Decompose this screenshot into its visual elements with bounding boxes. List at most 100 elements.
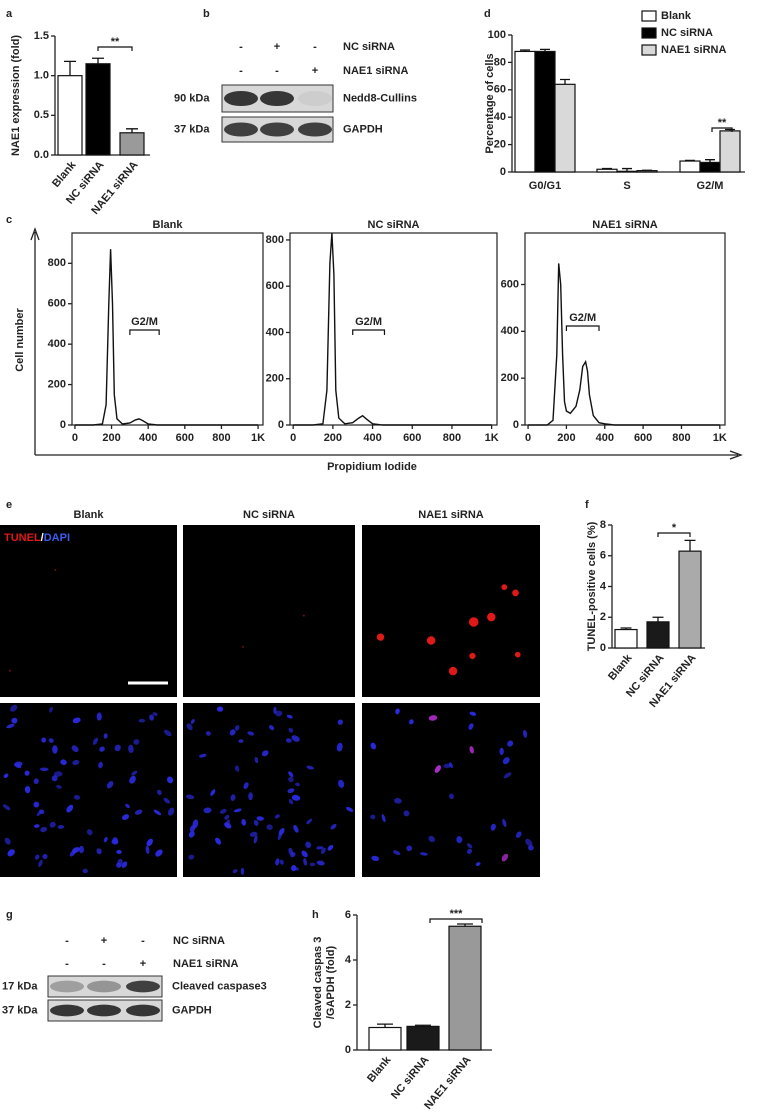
y-tick-label: 600 xyxy=(501,278,519,290)
condition-name: NAE1 siRNA xyxy=(343,65,408,77)
bar xyxy=(449,926,481,1050)
plot-title: NC siRNA xyxy=(368,219,420,231)
condition-sign: + xyxy=(274,41,280,53)
legend-swatch xyxy=(642,28,656,38)
tunel-spot xyxy=(487,613,495,621)
panel-label: b xyxy=(203,8,210,20)
y-tick-label: 800 xyxy=(48,257,66,269)
stain-label: TUNEL/DAPI xyxy=(4,532,70,544)
condition-sign: + xyxy=(140,958,146,970)
x-tick-label: 800 xyxy=(672,432,690,444)
stain-name: DAPI xyxy=(44,532,70,544)
blot-band xyxy=(126,981,160,993)
condition-sign: - xyxy=(65,935,69,947)
y-tick-label: 0 xyxy=(60,419,66,431)
tunel-spot xyxy=(242,646,244,648)
plot-title: Blank xyxy=(153,219,184,231)
x-tick-label: 600 xyxy=(634,432,652,444)
gate-label: G2/M xyxy=(355,316,382,328)
blot-band xyxy=(50,1005,84,1017)
micrograph xyxy=(0,525,177,697)
tunel-spot xyxy=(9,670,11,672)
x-tick-label: 200 xyxy=(324,432,342,444)
x-tick-label: 400 xyxy=(363,432,381,444)
tunel-spot xyxy=(469,653,475,659)
y-tick-label: 400 xyxy=(48,338,66,350)
condition-sign: + xyxy=(312,65,318,77)
x-tick-label: Blank xyxy=(606,651,635,682)
bar xyxy=(86,64,110,155)
y-tick-label: 0 xyxy=(513,419,519,431)
y-tick-label: 200 xyxy=(48,378,66,390)
x-tick-label: 200 xyxy=(557,432,575,444)
y-axis-label: Cleaved caspas 3 xyxy=(312,937,324,1029)
bar xyxy=(58,76,82,155)
micrograph xyxy=(183,703,355,877)
y-tick-label: 2 xyxy=(345,999,351,1011)
gate-bracket xyxy=(353,330,385,335)
significance-label: * xyxy=(672,522,677,534)
x-tick-label: G0/G1 xyxy=(529,180,561,192)
x-tick-label: 1K xyxy=(485,432,499,444)
gate-label: G2/M xyxy=(569,312,596,324)
legend-swatch xyxy=(642,11,656,21)
x-tick-label: 0 xyxy=(72,432,78,444)
dapi-nucleus xyxy=(97,713,102,721)
tunel-spot xyxy=(515,652,521,658)
y-axis-label: Cell number xyxy=(14,308,26,372)
dapi-nucleus xyxy=(116,850,121,854)
bar xyxy=(700,162,720,172)
plot-title: NAE1 siRNA xyxy=(592,219,657,231)
y-tick-label: 1.5 xyxy=(34,30,49,42)
stain-name: TUNEL xyxy=(4,532,41,544)
y-tick-label: 4 xyxy=(600,580,607,592)
condition-sign: - xyxy=(275,65,279,77)
histogram-line xyxy=(75,249,258,425)
x-tick-label: Blank xyxy=(365,1053,394,1084)
error-bar xyxy=(685,540,696,551)
x-tick-label: 600 xyxy=(403,432,421,444)
x-tick-label: G2/M xyxy=(697,180,724,192)
tunel-spot xyxy=(469,617,479,627)
shared-x-axis xyxy=(35,451,741,459)
y-tick-label: 0 xyxy=(345,1044,351,1056)
micrograph xyxy=(362,703,540,877)
band-size: 37 kDa xyxy=(2,1004,38,1016)
tunel-spot xyxy=(54,569,56,571)
panel-label: d xyxy=(484,8,491,20)
plot-frame xyxy=(290,233,497,425)
blot-band xyxy=(50,981,84,993)
y-tick-label: 8 xyxy=(600,519,606,531)
y-tick-label: 400 xyxy=(266,326,284,338)
y-axis-label: TUNEL-positive cells (%) xyxy=(586,521,598,651)
tunel-spot xyxy=(377,633,384,640)
error-bar xyxy=(685,160,695,161)
error-bar xyxy=(602,169,612,170)
gate-bracket xyxy=(130,330,159,335)
panel-label: g xyxy=(6,909,13,921)
bar xyxy=(597,169,617,172)
band-size: 17 kDa xyxy=(2,980,38,992)
condition-sign: - xyxy=(102,958,106,970)
x-tick-label: 600 xyxy=(176,432,194,444)
condition-name: NAE1 siRNA xyxy=(173,958,238,970)
y-tick-label: 1.0 xyxy=(34,70,49,82)
shared-y-axis xyxy=(31,229,39,455)
y-axis-label: Percentage of cells xyxy=(484,53,496,153)
x-tick-label: 0 xyxy=(525,432,531,444)
blot-band xyxy=(87,981,121,993)
legend-label: NAE1 siRNA xyxy=(661,44,726,56)
significance-label: ** xyxy=(718,117,727,129)
y-tick-label: 4 xyxy=(345,954,352,966)
legend-swatch xyxy=(642,45,656,55)
legend-label: Blank xyxy=(661,10,692,22)
tunel-spot xyxy=(449,667,457,675)
significance-label: ** xyxy=(111,36,120,48)
y-tick-label: 0.5 xyxy=(34,109,49,121)
y-tick-label: 0 xyxy=(500,166,506,178)
y-tick-label: 0 xyxy=(600,642,606,654)
band-name: GAPDH xyxy=(343,123,383,135)
y-tick-label: 200 xyxy=(501,372,519,384)
